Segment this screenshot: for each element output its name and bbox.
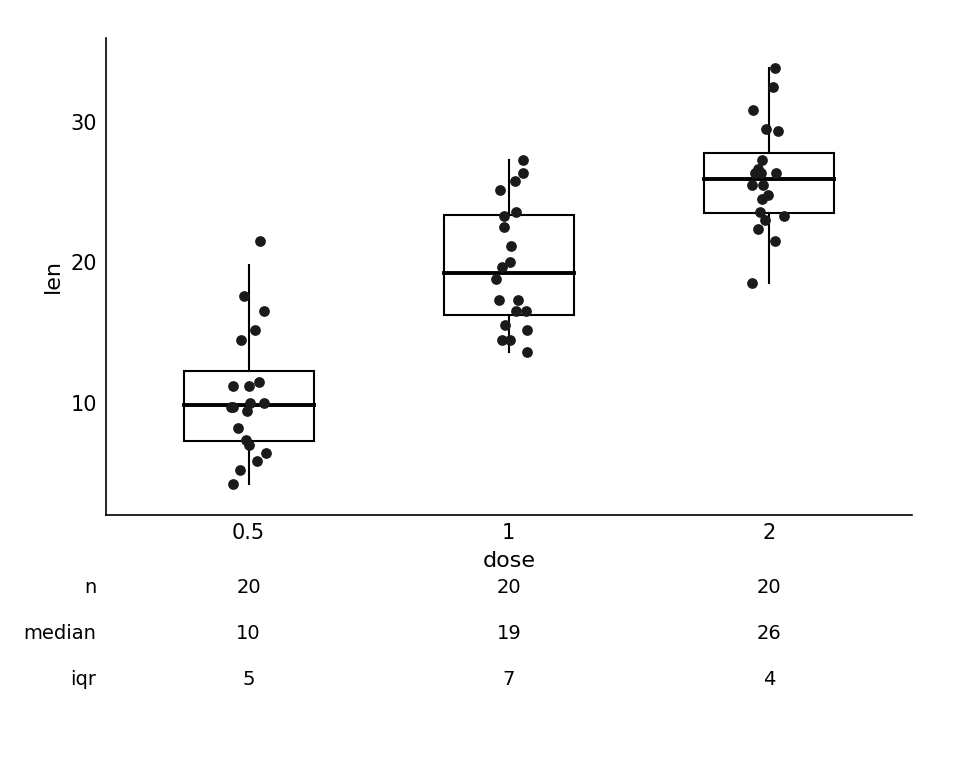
- Point: [503, 333, 518, 346]
- Point: [767, 235, 782, 247]
- Point: [258, 447, 274, 459]
- Point: [754, 167, 769, 179]
- Point: [241, 439, 256, 451]
- Point: [256, 396, 272, 409]
- Point: [239, 405, 254, 417]
- Point: [496, 210, 512, 223]
- Point: [516, 167, 531, 179]
- Point: [753, 206, 768, 218]
- Bar: [704, 153, 834, 213]
- Point: [494, 260, 510, 273]
- Point: [503, 240, 518, 252]
- Point: [226, 478, 241, 490]
- Point: [509, 206, 524, 218]
- Point: [760, 189, 776, 201]
- Point: [750, 163, 765, 175]
- Point: [519, 323, 535, 336]
- Point: [242, 396, 257, 409]
- Text: 4: 4: [763, 670, 775, 689]
- Point: [770, 124, 785, 137]
- Point: [755, 194, 770, 206]
- Text: 20: 20: [756, 578, 781, 597]
- Point: [488, 273, 503, 286]
- Point: [750, 223, 765, 235]
- Text: 20: 20: [496, 578, 521, 597]
- X-axis label: dose: dose: [482, 551, 536, 571]
- Point: [496, 221, 512, 233]
- Text: 7: 7: [503, 670, 515, 689]
- Text: 10: 10: [236, 624, 261, 643]
- Point: [241, 379, 256, 392]
- Point: [233, 333, 249, 346]
- Point: [755, 154, 770, 167]
- Point: [758, 124, 774, 136]
- Point: [768, 61, 783, 74]
- Point: [519, 346, 535, 358]
- Point: [517, 306, 533, 318]
- Point: [250, 455, 265, 468]
- Text: iqr: iqr: [70, 670, 96, 689]
- Point: [494, 333, 510, 346]
- Point: [239, 434, 254, 446]
- Point: [769, 167, 784, 179]
- Point: [252, 235, 268, 247]
- Point: [491, 294, 506, 306]
- Point: [746, 104, 761, 116]
- Point: [226, 379, 241, 392]
- Point: [502, 257, 517, 269]
- Point: [492, 184, 507, 196]
- Point: [237, 290, 252, 303]
- Bar: [444, 215, 574, 315]
- Point: [757, 214, 773, 227]
- Point: [745, 179, 760, 191]
- Text: 5: 5: [243, 670, 255, 689]
- Point: [497, 319, 513, 332]
- Point: [509, 306, 524, 318]
- Text: n: n: [84, 578, 96, 597]
- Point: [252, 376, 267, 388]
- Text: 19: 19: [496, 624, 521, 643]
- Text: median: median: [23, 624, 96, 643]
- Point: [756, 179, 771, 191]
- Point: [516, 154, 531, 167]
- Text: 20: 20: [236, 578, 261, 597]
- Point: [226, 401, 241, 413]
- Bar: [183, 371, 314, 442]
- Point: [256, 306, 272, 318]
- Point: [745, 277, 760, 290]
- Point: [248, 323, 263, 336]
- Point: [224, 401, 239, 413]
- Point: [510, 294, 525, 306]
- Point: [777, 210, 792, 223]
- Point: [230, 422, 246, 434]
- Point: [765, 81, 780, 94]
- Point: [747, 167, 762, 179]
- Point: [232, 464, 248, 476]
- Text: 26: 26: [756, 624, 781, 643]
- Point: [508, 175, 523, 187]
- Y-axis label: len: len: [42, 260, 62, 293]
